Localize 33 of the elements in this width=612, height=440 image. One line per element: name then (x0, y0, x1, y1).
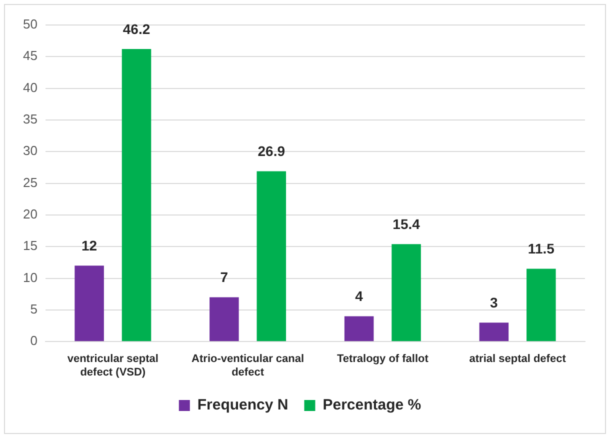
y-tick-label: 0 (30, 333, 38, 348)
data-label: 7 (220, 269, 228, 286)
x-tick-label: ventricular septal defect (VSD) (67, 353, 158, 378)
y-tick-label: 35 (22, 112, 38, 127)
legend-label: Percentage % (322, 396, 422, 414)
data-label: 15.4 (392, 216, 420, 232)
bar (526, 268, 556, 342)
y-tick-label: 25 (22, 174, 38, 190)
y-tick-label: 20 (22, 206, 38, 222)
bar (392, 244, 421, 342)
data-label: 26.9 (258, 143, 286, 160)
bar (344, 316, 374, 342)
y-tick-label: 40 (22, 80, 38, 95)
data-label: 46.2 (122, 20, 150, 37)
data-label: 4 (355, 288, 364, 304)
x-tick-label: atrial septal defect (469, 353, 566, 366)
x-tick-label: Tetralogy of fallot (336, 353, 429, 366)
data-label: 11.5 (528, 240, 555, 257)
bar (479, 322, 509, 342)
data-label: 3 (490, 294, 498, 310)
x-tick-label: Atrio-venticular canal defect (192, 353, 304, 378)
bar (122, 49, 152, 342)
bar (210, 297, 239, 342)
bar (256, 171, 286, 342)
y-tick-label: 10 (22, 270, 38, 285)
y-tick-label: 30 (22, 143, 38, 158)
y-tick-label: 5 (30, 302, 38, 317)
y-tick-label: 15 (22, 238, 38, 254)
data-label: 12 (82, 237, 98, 254)
y-tick-label: 45 (22, 48, 38, 64)
bar (74, 266, 104, 342)
y-tick-label: 50 (22, 16, 38, 32)
legend-label: Frequency N (197, 396, 288, 414)
